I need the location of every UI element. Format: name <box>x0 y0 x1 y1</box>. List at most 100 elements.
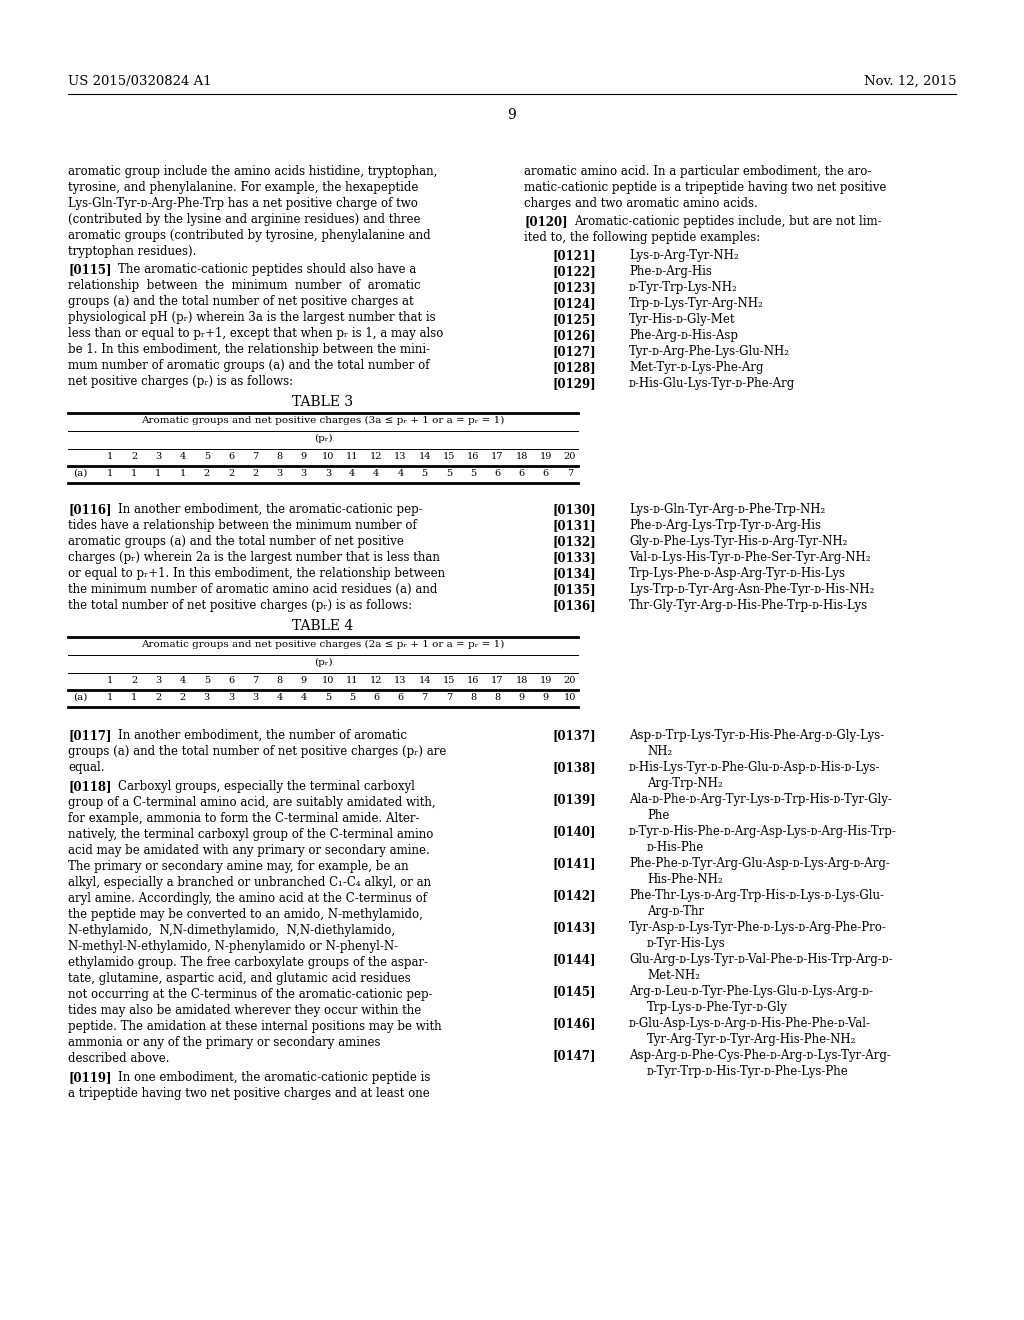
Text: 4: 4 <box>179 676 185 685</box>
Text: ᴅ-Tyr-Trp-Lys-NH₂: ᴅ-Tyr-Trp-Lys-NH₂ <box>629 281 737 294</box>
Text: 3: 3 <box>228 693 234 702</box>
Text: 16: 16 <box>467 676 479 685</box>
Text: ᴅ-Tyr-Trp-ᴅ-His-Tyr-ᴅ-Phe-Lys-Phe: ᴅ-Tyr-Trp-ᴅ-His-Tyr-ᴅ-Phe-Lys-Phe <box>647 1065 849 1078</box>
Text: or equal to pᵣ+1. In this embodiment, the relationship between: or equal to pᵣ+1. In this embodiment, th… <box>68 568 445 579</box>
Text: 3: 3 <box>156 676 162 685</box>
Text: Asp-Arg-ᴅ-Phe-Cys-Phe-ᴅ-Arg-ᴅ-Lys-Tyr-Arg-: Asp-Arg-ᴅ-Phe-Cys-Phe-ᴅ-Arg-ᴅ-Lys-Tyr-Ar… <box>629 1049 891 1063</box>
Text: 8: 8 <box>276 451 283 461</box>
Text: 20: 20 <box>564 676 577 685</box>
Text: Lys-Trp-ᴅ-Tyr-Arg-Asn-Phe-Tyr-ᴅ-His-NH₂: Lys-Trp-ᴅ-Tyr-Arg-Asn-Phe-Tyr-ᴅ-His-NH₂ <box>629 583 874 597</box>
Text: the total number of net positive charges (pᵣ) is as follows:: the total number of net positive charges… <box>68 599 412 612</box>
Text: [0132]: [0132] <box>552 535 596 548</box>
Text: the minimum number of aromatic amino acid residues (a) and: the minimum number of aromatic amino aci… <box>68 583 437 597</box>
Text: Thr-Gly-Tyr-Arg-ᴅ-His-Phe-Trp-ᴅ-His-Lys: Thr-Gly-Tyr-Arg-ᴅ-His-Phe-Trp-ᴅ-His-Lys <box>629 599 868 612</box>
Text: Asp-ᴅ-Trp-Lys-Tyr-ᴅ-His-Phe-Arg-ᴅ-Gly-Lys-: Asp-ᴅ-Trp-Lys-Tyr-ᴅ-His-Phe-Arg-ᴅ-Gly-Ly… <box>629 729 885 742</box>
Text: Carboxyl groups, especially the terminal carboxyl: Carboxyl groups, especially the terminal… <box>118 780 415 793</box>
Text: 6: 6 <box>518 469 524 478</box>
Text: 7: 7 <box>445 693 452 702</box>
Text: 7: 7 <box>252 676 258 685</box>
Text: 6: 6 <box>495 469 501 478</box>
Text: ited to, the following peptide examples:: ited to, the following peptide examples: <box>524 231 760 244</box>
Text: 2: 2 <box>204 469 210 478</box>
Text: [0135]: [0135] <box>552 583 596 597</box>
Text: (a): (a) <box>73 469 87 478</box>
Text: In another embodiment, the aromatic-cationic pep-: In another embodiment, the aromatic-cati… <box>118 503 423 516</box>
Text: [0145]: [0145] <box>552 985 596 998</box>
Text: 9: 9 <box>301 451 307 461</box>
Text: [0124]: [0124] <box>552 297 596 310</box>
Text: [0138]: [0138] <box>552 762 596 774</box>
Text: [0125]: [0125] <box>552 313 596 326</box>
Text: 12: 12 <box>370 451 383 461</box>
Text: [0118]: [0118] <box>68 780 112 793</box>
Text: 6: 6 <box>228 676 234 685</box>
Text: 4: 4 <box>397 469 403 478</box>
Text: groups (a) and the total number of net positive charges (pᵣ) are: groups (a) and the total number of net p… <box>68 744 446 758</box>
Text: 11: 11 <box>346 676 358 685</box>
Text: 10: 10 <box>322 676 334 685</box>
Text: [0130]: [0130] <box>552 503 596 516</box>
Text: [0144]: [0144] <box>552 953 596 966</box>
Text: 3: 3 <box>301 469 307 478</box>
Text: 1: 1 <box>156 469 162 478</box>
Text: Phe: Phe <box>647 809 670 822</box>
Text: In one embodiment, the aromatic-cationic peptide is: In one embodiment, the aromatic-cationic… <box>118 1071 430 1084</box>
Text: 7: 7 <box>422 693 428 702</box>
Text: 5: 5 <box>325 693 331 702</box>
Text: 18: 18 <box>515 676 527 685</box>
Text: Lys-ᴅ-Arg-Tyr-NH₂: Lys-ᴅ-Arg-Tyr-NH₂ <box>629 249 738 261</box>
Text: physiological pH (pᵣ) wherein 3a is the largest number that is: physiological pH (pᵣ) wherein 3a is the … <box>68 312 435 323</box>
Text: [0117]: [0117] <box>68 729 112 742</box>
Text: Phe-Arg-ᴅ-His-Asp: Phe-Arg-ᴅ-His-Asp <box>629 329 738 342</box>
Text: 8: 8 <box>495 693 501 702</box>
Text: tides have a relationship between the minimum number of: tides have a relationship between the mi… <box>68 519 417 532</box>
Text: [0123]: [0123] <box>552 281 596 294</box>
Text: Arg-ᴅ-Leu-ᴅ-Tyr-Phe-Lys-Glu-ᴅ-Lys-Arg-ᴅ-: Arg-ᴅ-Leu-ᴅ-Tyr-Phe-Lys-Glu-ᴅ-Lys-Arg-ᴅ- <box>629 985 873 998</box>
Text: [0115]: [0115] <box>68 263 112 276</box>
Text: 20: 20 <box>564 451 577 461</box>
Text: (pᵣ): (pᵣ) <box>313 434 333 444</box>
Text: [0140]: [0140] <box>552 825 596 838</box>
Text: aromatic group include the amino acids histidine, tryptophan,: aromatic group include the amino acids h… <box>68 165 437 178</box>
Text: less than or equal to pᵣ+1, except that when pᵣ is 1, a may also: less than or equal to pᵣ+1, except that … <box>68 327 443 341</box>
Text: ethylamido group. The free carboxylate groups of the aspar-: ethylamido group. The free carboxylate g… <box>68 956 428 969</box>
Text: [0147]: [0147] <box>552 1049 596 1063</box>
Text: 4: 4 <box>349 469 355 478</box>
Text: Gly-ᴅ-Phe-Lys-Tyr-His-ᴅ-Arg-Tyr-NH₂: Gly-ᴅ-Phe-Lys-Tyr-His-ᴅ-Arg-Tyr-NH₂ <box>629 535 848 548</box>
Text: 2: 2 <box>179 693 185 702</box>
Text: 9: 9 <box>508 108 516 121</box>
Text: 1: 1 <box>131 469 137 478</box>
Text: 17: 17 <box>492 676 504 685</box>
Text: 10: 10 <box>322 451 334 461</box>
Text: 19: 19 <box>540 676 552 685</box>
Text: Arg-ᴅ-Thr: Arg-ᴅ-Thr <box>647 906 705 917</box>
Text: 1: 1 <box>106 451 113 461</box>
Text: US 2015/0320824 A1: US 2015/0320824 A1 <box>68 75 212 88</box>
Text: (pᵣ): (pᵣ) <box>313 657 333 667</box>
Text: the peptide may be converted to an amido, N-methylamido,: the peptide may be converted to an amido… <box>68 908 423 921</box>
Text: 5: 5 <box>445 469 452 478</box>
Text: relationship  between  the  minimum  number  of  aromatic: relationship between the minimum number … <box>68 279 421 292</box>
Text: be 1. In this embodiment, the relationship between the mini-: be 1. In this embodiment, the relationsh… <box>68 343 430 356</box>
Text: 3: 3 <box>156 451 162 461</box>
Text: 2: 2 <box>131 676 137 685</box>
Text: [0137]: [0137] <box>552 729 596 742</box>
Text: 6: 6 <box>397 693 403 702</box>
Text: Trp-Lys-Phe-ᴅ-Asp-Arg-Tyr-ᴅ-His-Lys: Trp-Lys-Phe-ᴅ-Asp-Arg-Tyr-ᴅ-His-Lys <box>629 568 846 579</box>
Text: 12: 12 <box>370 676 383 685</box>
Text: 2: 2 <box>228 469 234 478</box>
Text: Met-Tyr-ᴅ-Lys-Phe-Arg: Met-Tyr-ᴅ-Lys-Phe-Arg <box>629 360 764 374</box>
Text: tyrosine, and phenylalanine. For example, the hexapeptide: tyrosine, and phenylalanine. For example… <box>68 181 419 194</box>
Text: alkyl, especially a branched or unbranched C₁-C₄ alkyl, or an: alkyl, especially a branched or unbranch… <box>68 876 431 888</box>
Text: [0139]: [0139] <box>552 793 596 807</box>
Text: Phe-Thr-Lys-ᴅ-Arg-Trp-His-ᴅ-Lys-ᴅ-Lys-Glu-: Phe-Thr-Lys-ᴅ-Arg-Trp-His-ᴅ-Lys-ᴅ-Lys-Gl… <box>629 888 884 902</box>
Text: [0129]: [0129] <box>552 378 596 389</box>
Text: natively, the terminal carboxyl group of the C-terminal amino: natively, the terminal carboxyl group of… <box>68 828 433 841</box>
Text: 1: 1 <box>131 693 137 702</box>
Text: His-Phe-NH₂: His-Phe-NH₂ <box>647 873 723 886</box>
Text: ᴅ-His-Glu-Lys-Tyr-ᴅ-Phe-Arg: ᴅ-His-Glu-Lys-Tyr-ᴅ-Phe-Arg <box>629 378 796 389</box>
Text: ᴅ-Glu-Asp-Lys-ᴅ-Arg-ᴅ-His-Phe-Phe-ᴅ-Val-: ᴅ-Glu-Asp-Lys-ᴅ-Arg-ᴅ-His-Phe-Phe-ᴅ-Val- <box>629 1016 871 1030</box>
Text: Aromatic groups and net positive charges (3a ≤ pᵣ + 1 or a = pᵣ = 1): Aromatic groups and net positive charges… <box>141 416 505 425</box>
Text: Lys-Gln-Tyr-ᴅ-Arg-Phe-Trp has a net positive charge of two: Lys-Gln-Tyr-ᴅ-Arg-Phe-Trp has a net posi… <box>68 197 418 210</box>
Text: Glu-Arg-ᴅ-Lys-Tyr-ᴅ-Val-Phe-ᴅ-His-Trp-Arg-ᴅ-: Glu-Arg-ᴅ-Lys-Tyr-ᴅ-Val-Phe-ᴅ-His-Trp-Ar… <box>629 953 893 966</box>
